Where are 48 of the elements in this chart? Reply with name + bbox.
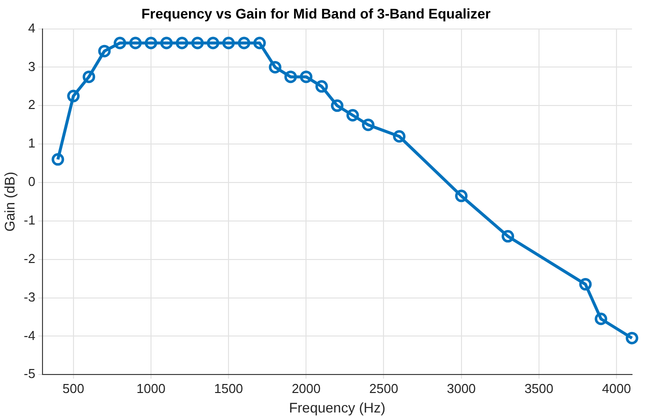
y-tick-label: 3: [28, 58, 36, 74]
point: [579, 278, 592, 291]
x-tick-label: 3000: [446, 380, 476, 396]
chart-title: Frequency vs Gain for Mid Band of 3-Band Equalizer: [141, 5, 492, 22]
y-tick-label: -2: [24, 250, 36, 266]
point: [300, 70, 312, 84]
x-tick-label: 1500: [214, 380, 244, 396]
x-axis-title: Frequency (Hz): [288, 399, 386, 416]
point: [362, 118, 374, 132]
point: [114, 36, 126, 50]
x-tick-label: 500: [62, 380, 84, 396]
x-tick-label: 1000: [136, 380, 166, 396]
y-axis-title: Gain (dB): [1, 172, 18, 232]
point: [160, 36, 173, 50]
point: [315, 80, 328, 93]
point: [206, 36, 220, 50]
x-tick-label: 2500: [369, 380, 398, 396]
y-tick-label: 2: [28, 97, 36, 112]
y-tick-label: 0: [28, 174, 36, 190]
point: [191, 36, 204, 50]
y-tick-label: -4: [24, 328, 36, 343]
y-tick-label: 1: [28, 136, 36, 151]
point: [98, 44, 111, 58]
point: [392, 130, 406, 143]
point: [52, 153, 64, 166]
point: [222, 36, 235, 50]
y-tick-label: -5: [24, 366, 36, 382]
point: [502, 230, 514, 243]
point: [330, 99, 344, 112]
point: [238, 36, 250, 50]
y-tick-label: 4: [28, 20, 36, 36]
y-tick-label: -3: [24, 289, 36, 304]
x-tick-label: 3500: [524, 380, 554, 396]
point: [346, 109, 359, 122]
point: [455, 190, 468, 202]
point: [284, 70, 297, 84]
point: [268, 60, 282, 74]
point: [626, 332, 638, 344]
x-tick-label: 4000: [602, 380, 631, 396]
point: [176, 36, 188, 50]
y-tick-label: -1: [24, 212, 36, 228]
point: [594, 312, 608, 326]
point: [253, 36, 266, 50]
point: [129, 36, 142, 50]
x-tick-label: 2000: [292, 380, 321, 396]
point: [144, 36, 158, 50]
point: [82, 70, 96, 84]
point: [67, 90, 80, 102]
